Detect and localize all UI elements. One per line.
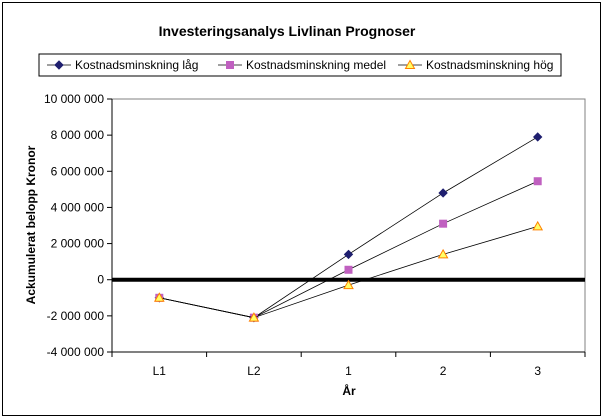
data-point-triangle (343, 279, 354, 290)
legend-label: Kostnadsminskning medel (246, 58, 386, 72)
legend-entry: Kostnadsminskning medel (218, 58, 386, 72)
data-point-triangle (153, 292, 165, 302)
x-axis: L1 L2 1 2 3 (111, 277, 586, 378)
y-tick-label: 10 000 000 (44, 92, 104, 106)
data-point-square (226, 61, 234, 69)
series-layer (153, 132, 544, 323)
data-point-square (439, 219, 448, 228)
y-tick-label: -2 000 000 (47, 309, 105, 323)
chart-svg: Investeringsanalys Livlinan Prognoser Ko… (24, 23, 586, 398)
series-line (159, 136, 538, 319)
y-tick-label: 2 000 000 (51, 237, 105, 251)
legend-entry: Kostnadsminskning hög (398, 58, 553, 72)
series-2 (155, 177, 542, 322)
legend: Kostnadsminskning låg Kostnadsminskning m… (38, 53, 562, 77)
data-point-square (533, 177, 542, 186)
data-point-triangle (532, 220, 544, 231)
data-point-triangle (437, 248, 449, 259)
y-tick-label: 4 000 000 (51, 200, 105, 214)
series-line (159, 180, 538, 319)
x-axis-title: År (342, 383, 356, 398)
y-tick-label: 0 (97, 273, 104, 287)
data-point-square (344, 265, 353, 274)
legend-box (38, 53, 562, 77)
y-tick-label: 8 000 000 (51, 128, 105, 142)
y-axis-title: Ackumulerat belopp Kronor (24, 145, 38, 304)
data-point-diamond (532, 132, 543, 142)
x-tick-label: 3 (534, 364, 541, 378)
data-point-diamond (54, 60, 64, 70)
data-point-triangle (248, 312, 260, 322)
y-axis: -4 000 000 -2 000 000 0 2 000 000 4 000 000 6… (44, 92, 113, 359)
x-tick-label: 2 (440, 364, 447, 378)
y-tick-label: 6 000 000 (51, 164, 105, 178)
x-tick-label: 1 (345, 364, 352, 378)
chart-title: Investeringsanalys Livlinan Prognoser (159, 23, 416, 39)
x-tick-label: L2 (247, 364, 261, 378)
y-tick-label: -4 000 000 (47, 345, 105, 359)
series-3 (153, 220, 544, 322)
plot-area (111, 98, 586, 353)
chart-frame: Investeringsanalys Livlinan Prognoser Ko… (2, 2, 601, 416)
data-point-diamond (438, 188, 448, 198)
data-point-diamond (343, 249, 354, 260)
series-1 (154, 132, 543, 323)
legend-entry: Kostnadsminskning låg (47, 58, 198, 72)
plot-area-border (111, 98, 586, 353)
x-tick-label: L1 (153, 364, 167, 378)
data-point-triangle (404, 59, 416, 69)
legend-label: Kostnadsminskning låg (75, 58, 198, 72)
legend-label: Kostnadsminskning hög (426, 58, 553, 72)
